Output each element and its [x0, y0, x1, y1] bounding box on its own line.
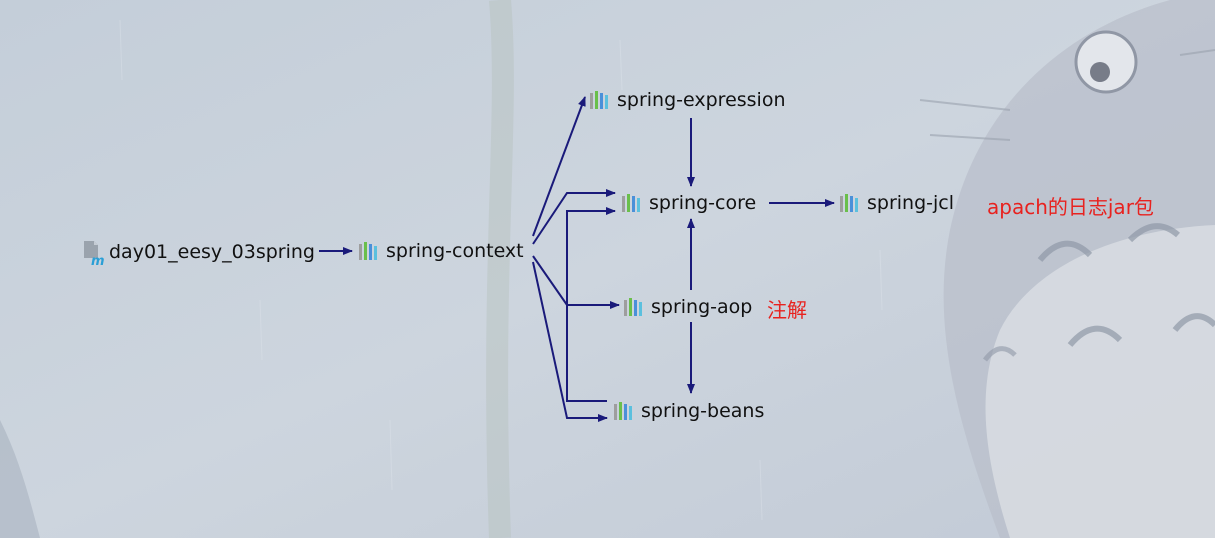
node-label: spring-expression — [617, 89, 786, 111]
node-label: spring-core — [649, 192, 757, 214]
node-spring-core: spring-core — [621, 191, 756, 215]
library-bars-icon — [358, 242, 380, 260]
node-spring-aop: spring-aop — [623, 295, 752, 319]
library-bars-icon — [613, 402, 635, 420]
library-bars-icon — [621, 194, 643, 212]
node-label: spring-beans — [641, 400, 765, 422]
node-label: spring-aop — [651, 296, 753, 318]
note-aop-annotation: 注解 — [767, 298, 807, 322]
node-root: m day01_eesy_03spring — [82, 238, 315, 269]
library-bars-icon — [839, 194, 861, 212]
node-spring-expression: spring-expression — [589, 88, 786, 112]
node-spring-jcl: spring-jcl — [839, 191, 954, 215]
node-spring-beans: spring-beans — [613, 399, 764, 423]
library-bars-icon — [623, 298, 645, 316]
library-bars-icon — [589, 91, 611, 109]
node-spring-context: spring-context — [358, 239, 524, 263]
svg-text:m: m — [91, 254, 105, 266]
note-jcl-apache-logging: apach的日志jar包 — [987, 195, 1154, 219]
node-label: spring-context — [386, 240, 524, 262]
node-label: spring-jcl — [867, 192, 955, 214]
maven-module-icon: m — [82, 238, 106, 269]
node-label: day01_eesy_03spring — [109, 241, 315, 263]
